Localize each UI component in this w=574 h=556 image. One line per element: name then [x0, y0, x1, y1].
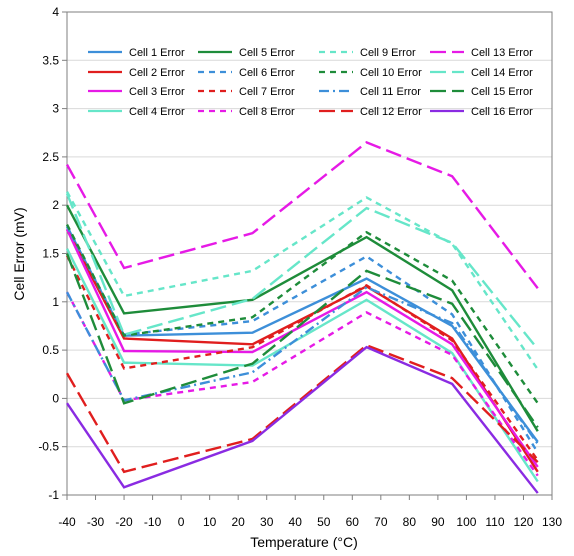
x-tick-label-11: 70: [374, 515, 388, 529]
legend-label-cell-13-error: Cell 13 Error: [471, 47, 533, 59]
y-axis-title: Cell Error (mV): [11, 207, 27, 300]
series-line-cell-15-error: [65, 253, 539, 429]
legend-label-cell-14-error: Cell 14 Error: [471, 67, 533, 79]
series-layer: [65, 141, 539, 494]
y-tick-label-6: 2: [52, 198, 59, 212]
tick-layer: -40 -30 -20 -10 0 10 20 30 40 50 60 70 80 90 100 110 120…: [38, 5, 562, 529]
x-tick-label-12: 80: [403, 515, 417, 529]
x-axis-title: Temperature (°C): [250, 534, 358, 550]
legend-label-cell-16-error: Cell 16 Error: [471, 106, 533, 118]
series-line-cell-5-error: [65, 204, 539, 432]
legend-layer: Cell 1 Error Cell 2 Error Cell 3 Error Cell…: [88, 47, 533, 118]
x-tick-label-1: -30: [87, 515, 105, 529]
y-tick-label-1: -0.5: [38, 440, 59, 454]
series-line-cell-12-error: [65, 343, 539, 474]
legend-label-cell-11-error: Cell 11 Error: [360, 86, 421, 98]
y-tick-label-3: 0.5: [42, 343, 59, 357]
x-tick-label-16: 120: [513, 515, 533, 529]
series-line-cell-10-error: [65, 223, 539, 404]
x-tick-label-10: 60: [346, 515, 360, 529]
x-tick-label-6: 20: [231, 515, 245, 529]
series-line-cell-4-error: [65, 248, 539, 483]
legend-label-cell-9-error: Cell 9 Error: [360, 47, 416, 59]
legend-label-cell-10-error: Cell 10 Error: [360, 67, 422, 79]
y-tick-label-9: 3.5: [42, 53, 59, 67]
x-tick-label-3: -10: [144, 515, 162, 529]
x-tick-label-4: 0: [178, 515, 185, 529]
y-tick-label-8: 3: [52, 102, 59, 116]
series-line-cell-7-error: [65, 254, 539, 461]
y-tick-label-2: 0: [52, 391, 59, 405]
x-tick-label-2: -20: [115, 515, 133, 529]
legend-label-cell-2-error: Cell 2 Error: [129, 67, 185, 79]
series-line-cell-11-error: [65, 285, 539, 445]
legend-label-cell-12-error: Cell 12 Error: [360, 106, 422, 118]
x-tick-label-9: 50: [317, 515, 331, 529]
legend-label-cell-3-error: Cell 3 Error: [129, 86, 185, 98]
y-tick-label-5: 1.5: [42, 247, 59, 261]
y-tick-label-10: 4: [52, 5, 59, 19]
legend-label-cell-1-error: Cell 1 Error: [129, 47, 185, 59]
y-tick-label-4: 1: [52, 295, 59, 309]
x-tick-label-15: 110: [485, 515, 504, 529]
y-tick-label-7: 2.5: [42, 150, 59, 164]
series-line-cell-16-error: [66, 345, 539, 494]
legend-label-cell-15-error: Cell 15 Error: [471, 86, 533, 98]
legend-label-cell-5-error: Cell 5 Error: [239, 47, 295, 59]
x-tick-label-14: 100: [456, 515, 476, 529]
legend-label-cell-4-error: Cell 4 Error: [129, 106, 185, 118]
series-line-cell-13-error: [65, 141, 539, 290]
series-line-cell-14-error: [65, 193, 539, 350]
x-tick-label-13: 90: [431, 515, 445, 529]
x-tick-label-5: 10: [203, 515, 217, 529]
series-line-cell-3-error: [65, 228, 539, 468]
legend-label-cell-6-error: Cell 6 Error: [239, 67, 295, 79]
legend-label-cell-7-error: Cell 7 Error: [239, 86, 295, 98]
series-line-cell-9-error: [65, 191, 539, 371]
x-tick-label-17: 130: [542, 515, 562, 529]
x-tick-label-7: 30: [260, 515, 274, 529]
x-tick-label-8: 40: [289, 515, 303, 529]
legend-label-cell-8-error: Cell 8 Error: [239, 106, 295, 118]
x-tick-label-0: -40: [58, 515, 76, 529]
y-tick-label-0: -1: [48, 488, 59, 502]
